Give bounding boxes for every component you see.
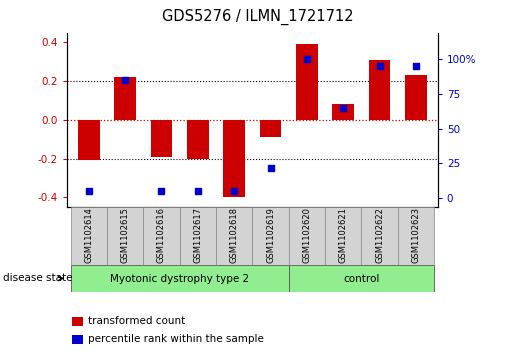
Point [266, 165, 274, 171]
Bar [362, 207, 398, 265]
Bar [289, 207, 325, 265]
Bar [78, 120, 100, 160]
Bar [71, 265, 289, 292]
Bar [143, 207, 180, 265]
Text: GSM1102620: GSM1102620 [302, 207, 312, 263]
Text: GSM1102615: GSM1102615 [121, 207, 130, 263]
Bar [72, 335, 83, 344]
Text: Myotonic dystrophy type 2: Myotonic dystrophy type 2 [110, 274, 249, 284]
Bar [187, 120, 209, 159]
Bar [224, 120, 245, 197]
Text: GSM1102623: GSM1102623 [411, 207, 420, 263]
Bar [405, 75, 427, 120]
Point [158, 188, 166, 194]
Text: GSM1102619: GSM1102619 [266, 207, 275, 263]
Text: GDS5276 / ILMN_1721712: GDS5276 / ILMN_1721712 [162, 9, 353, 25]
Text: GSM1102618: GSM1102618 [230, 207, 238, 263]
Bar [107, 207, 143, 265]
Text: disease state: disease state [3, 273, 72, 284]
Bar [260, 120, 281, 137]
Point [230, 188, 238, 194]
Point [121, 77, 129, 83]
Bar [252, 207, 289, 265]
Bar [369, 60, 390, 120]
Point [194, 188, 202, 194]
Bar [114, 77, 136, 120]
Text: GSM1102614: GSM1102614 [84, 207, 93, 263]
Bar [289, 265, 434, 292]
Point [375, 63, 384, 69]
Text: GSM1102617: GSM1102617 [193, 207, 202, 263]
Bar [71, 207, 107, 265]
Text: control: control [343, 274, 380, 284]
Bar [180, 207, 216, 265]
Bar [216, 207, 252, 265]
Text: GSM1102616: GSM1102616 [157, 207, 166, 263]
Text: GSM1102622: GSM1102622 [375, 207, 384, 263]
Bar [325, 207, 362, 265]
Bar [296, 44, 318, 120]
Text: percentile rank within the sample: percentile rank within the sample [88, 334, 264, 344]
Point [339, 105, 347, 110]
Point [412, 63, 420, 69]
Text: GSM1102621: GSM1102621 [339, 207, 348, 263]
Point [84, 188, 93, 194]
Bar [72, 317, 83, 326]
Bar [332, 104, 354, 120]
Text: transformed count: transformed count [88, 316, 185, 326]
Bar [150, 120, 173, 156]
Point [303, 56, 311, 62]
Bar [398, 207, 434, 265]
